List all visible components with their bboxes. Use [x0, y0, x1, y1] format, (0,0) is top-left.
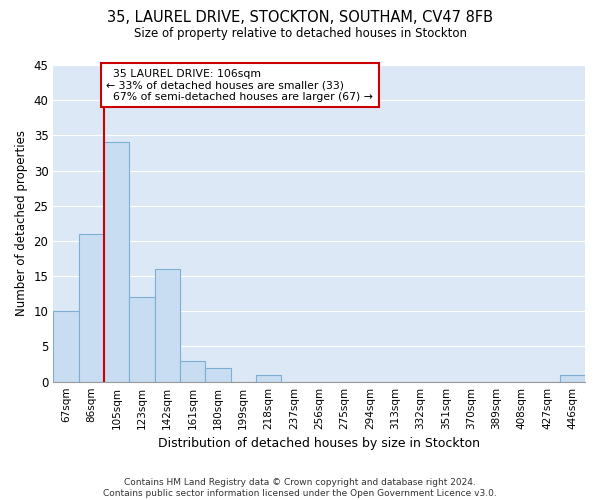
Bar: [155, 269, 180, 382]
Bar: [560, 374, 585, 382]
Bar: [79, 234, 104, 382]
Bar: [205, 368, 230, 382]
Bar: [104, 142, 129, 382]
Bar: [53, 312, 79, 382]
Y-axis label: Number of detached properties: Number of detached properties: [15, 130, 28, 316]
Text: 35, LAUREL DRIVE, STOCKTON, SOUTHAM, CV47 8FB: 35, LAUREL DRIVE, STOCKTON, SOUTHAM, CV4…: [107, 10, 493, 25]
Text: Size of property relative to detached houses in Stockton: Size of property relative to detached ho…: [133, 28, 467, 40]
Text: 35 LAUREL DRIVE: 106sqm
← 33% of detached houses are smaller (33)
  67% of semi-: 35 LAUREL DRIVE: 106sqm ← 33% of detache…: [106, 68, 373, 102]
Bar: [129, 297, 155, 382]
X-axis label: Distribution of detached houses by size in Stockton: Distribution of detached houses by size …: [158, 437, 480, 450]
Bar: [256, 374, 281, 382]
Text: Contains HM Land Registry data © Crown copyright and database right 2024.
Contai: Contains HM Land Registry data © Crown c…: [103, 478, 497, 498]
Bar: [180, 360, 205, 382]
